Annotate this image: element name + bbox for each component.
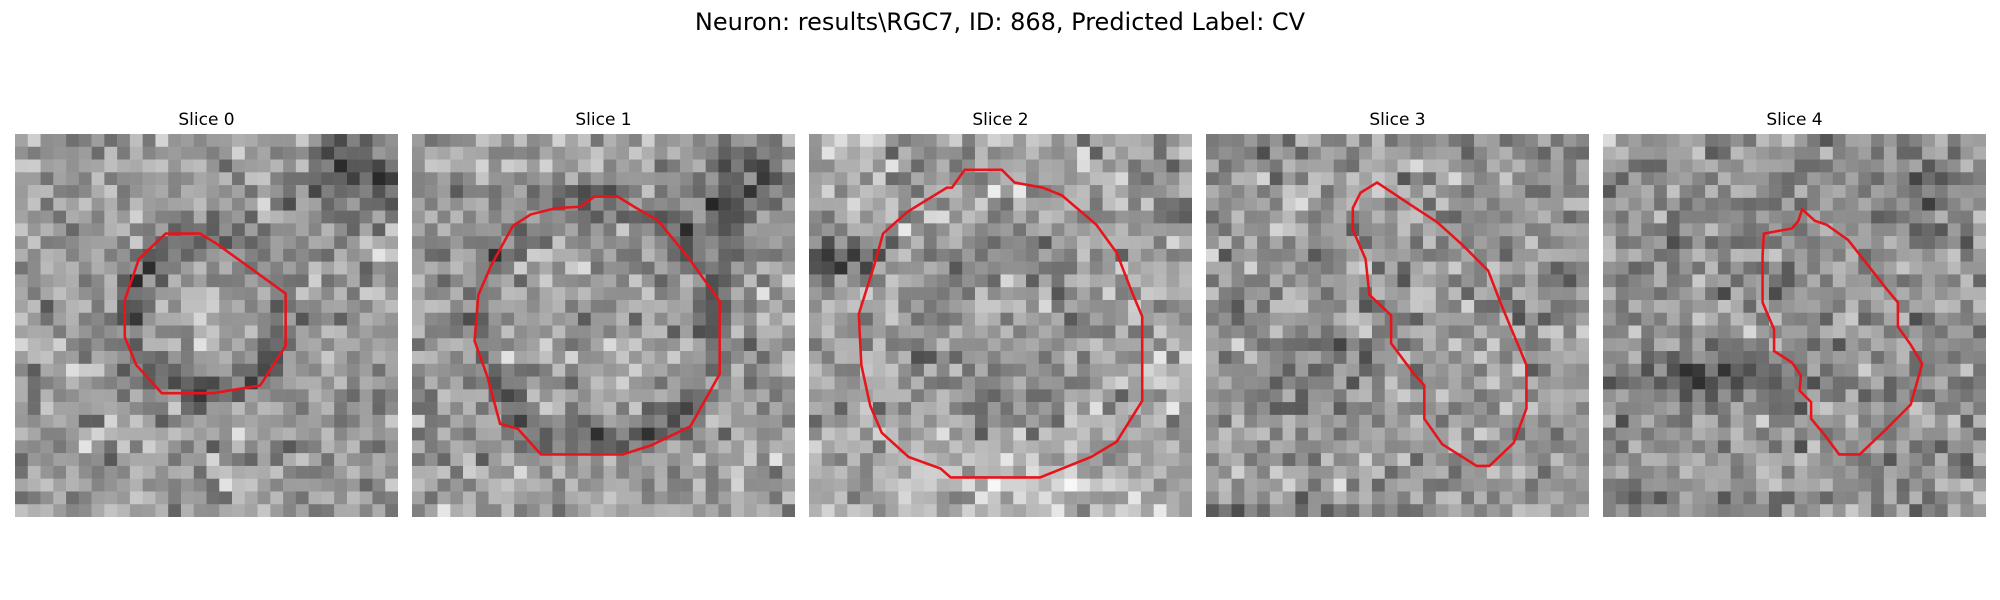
segmentation-contour-2: [857, 168, 1144, 479]
figure-title: Neuron: results\RGC7, ID: 868, Predicted…: [694, 8, 1306, 36]
slice-title-1: Slice 1: [575, 110, 632, 130]
slice-image-3: [1206, 134, 1589, 517]
segmentation-contour-1: [473, 195, 721, 456]
slice-panel-2: Slice 2: [809, 108, 1192, 517]
slice-image-2: [809, 134, 1192, 517]
slice-panel-4: Slice 4: [1603, 108, 1986, 517]
slice-panel-1: Slice 1: [412, 108, 795, 517]
segmentation-contour-0: [123, 232, 287, 395]
slice-image-1: [412, 134, 795, 517]
slice-image-4: [1603, 134, 1986, 517]
slice-panel-0: Slice 0: [15, 108, 398, 517]
slice-title-0: Slice 0: [178, 110, 235, 130]
slice-title-3: Slice 3: [1369, 110, 1426, 130]
segmentation-contour-4: [1761, 207, 1924, 456]
slice-image-0: [15, 134, 398, 517]
slice-panel-3: Slice 3: [1206, 108, 1589, 517]
slice-title-2: Slice 2: [972, 110, 1029, 130]
segmentation-contour-3: [1351, 180, 1528, 468]
slice-title-4: Slice 4: [1766, 110, 1823, 130]
